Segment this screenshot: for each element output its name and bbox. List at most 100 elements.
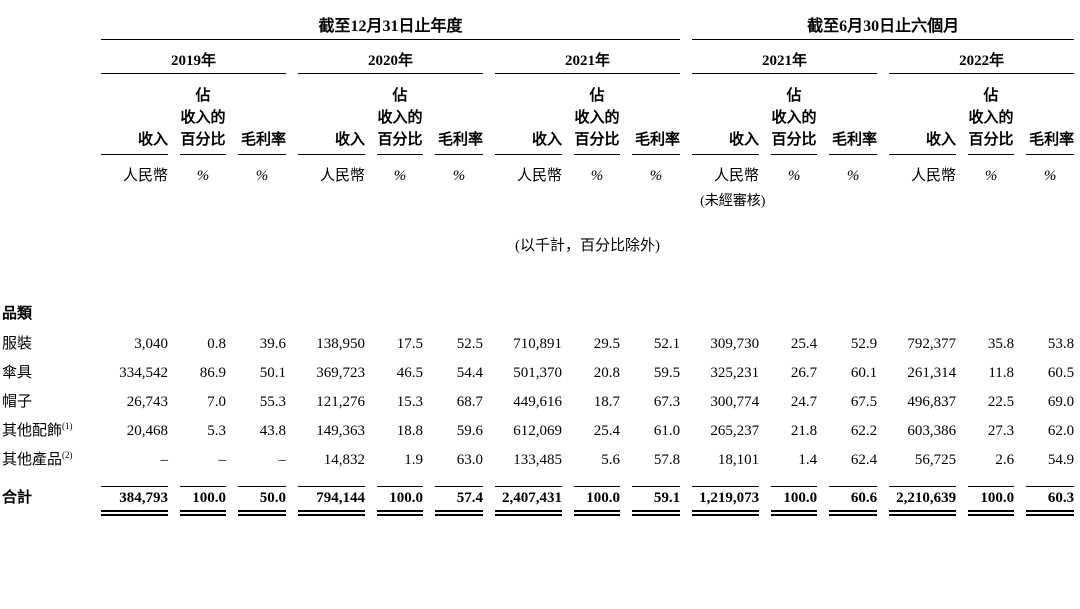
value-cell: 62.0 <box>1047 423 1075 439</box>
value-cell: 54.4 <box>456 365 483 381</box>
value-cell: 43.8 <box>259 423 286 439</box>
col-header-pct: 佔 收入的 百分比 <box>174 74 232 155</box>
total-cell: 794,144 <box>292 473 371 516</box>
unit-percent: % <box>255 168 269 184</box>
value-cell: 133,485 <box>513 452 562 468</box>
col-header-revenue: 收入 <box>95 74 174 155</box>
value-cell: 69.0 <box>1047 394 1075 410</box>
year-header-2020: 2020年 <box>292 40 489 74</box>
total-cell: 2,210,639 <box>883 473 962 516</box>
year-header-2021: 2021年 <box>489 40 686 74</box>
units-note-row: (以千計，百分比除外) <box>0 210 1080 255</box>
total-cell: 100.0 <box>568 473 626 516</box>
table-row-umbrellas: 傘具 334,542 86.9 50.1 369,723 46.5 54.4 5… <box>0 357 1080 386</box>
total-cell: 384,793 <box>95 473 174 516</box>
col-header-pct: 佔 收入的 百分比 <box>765 74 823 155</box>
value-cell: 17.5 <box>396 336 423 352</box>
value-cell: 62.4 <box>850 452 878 468</box>
row-label: 帽子 <box>2 394 33 410</box>
units-row: 人民幣 % % 人民幣 % % 人民幣 % % 人民幣 % % 人民幣 % % <box>0 155 1080 187</box>
value-cell: 26.7 <box>790 365 818 381</box>
value-cell: 57.8 <box>653 452 681 468</box>
value-cell: 60.1 <box>850 365 878 381</box>
value-cell: – <box>160 452 169 468</box>
value-cell: 18.7 <box>593 394 620 410</box>
value-cell: 449,616 <box>513 394 562 410</box>
unit-percent: % <box>590 168 604 184</box>
financial-table: 截至12月31日止年度 截至6月30日止六個月 2019年 2020年 2021… <box>0 0 1080 516</box>
value-cell: 3,040 <box>134 336 168 352</box>
value-cell: 2.6 <box>995 452 1015 468</box>
value-cell: 7.0 <box>207 394 226 410</box>
corner-cell <box>0 0 95 40</box>
unit-percent: % <box>846 168 860 184</box>
value-cell: 792,377 <box>907 336 957 352</box>
value-cell: 55.3 <box>259 394 286 410</box>
col-header-margin: 毛利率 <box>232 74 292 155</box>
unaudited-note: (未經審核) <box>700 194 766 209</box>
value-cell: 261,314 <box>907 365 957 381</box>
unit-rmb: 人民幣 <box>516 168 562 184</box>
unit-percent: % <box>649 168 663 184</box>
value-cell: 59.5 <box>653 365 681 381</box>
value-cell: 11.8 <box>988 365 1015 381</box>
value-cell: 60.5 <box>1047 365 1075 381</box>
col-header-margin: 毛利率 <box>626 74 686 155</box>
footnote-marker: (1) <box>62 421 73 431</box>
value-cell: 0.8 <box>207 336 226 352</box>
value-cell: 138,950 <box>316 336 365 352</box>
total-cell: 57.4 <box>429 473 489 516</box>
total-cell: 2,407,431 <box>489 473 568 516</box>
value-cell: 18,101 <box>717 452 760 468</box>
value-cell: 54.9 <box>1047 452 1075 468</box>
footnote-marker: (2) <box>62 450 73 460</box>
total-row: 合計 384,793 100.0 50.0 794,144 100.0 57.4… <box>0 473 1080 516</box>
total-label: 合計 <box>2 490 33 506</box>
unaudited-row: (未經審核) <box>0 187 1080 210</box>
unit-percent: % <box>1043 168 1057 184</box>
value-cell: 496,837 <box>907 394 957 410</box>
unit-rmb: 人民幣 <box>911 168 957 184</box>
col-header-margin: 毛利率 <box>1020 74 1080 155</box>
year-header-row: 2019年 2020年 2021年 2021年 2022年 <box>0 40 1080 74</box>
value-cell: 52.1 <box>653 336 681 352</box>
table-row-other-products: 其他產品(2) – – – 14,832 1.9 63.0 133,485 5.… <box>0 444 1080 473</box>
table-row-apparel: 服裝 3,040 0.8 39.6 138,950 17.5 52.5 710,… <box>0 328 1080 357</box>
value-cell: 603,386 <box>907 423 957 439</box>
value-cell: 46.5 <box>396 365 423 381</box>
value-cell: 612,069 <box>513 423 562 439</box>
row-label: 其他產品(2) <box>2 450 73 469</box>
total-cell: 60.3 <box>1020 473 1080 516</box>
value-cell: 1.9 <box>404 452 423 468</box>
col-header-revenue: 收入 <box>686 74 765 155</box>
unit-rmb: 人民幣 <box>122 168 168 184</box>
value-cell: 24.7 <box>790 394 818 410</box>
row-label: 傘具 <box>2 365 33 381</box>
col-header-margin: 毛利率 <box>429 74 489 155</box>
value-cell: 22.5 <box>987 394 1015 410</box>
section-header-row: 品類 <box>0 255 1080 328</box>
spacer-cell <box>0 74 95 155</box>
section-label: 品類 <box>2 306 33 322</box>
total-cell: 60.6 <box>823 473 883 516</box>
value-cell: 369,723 <box>316 365 365 381</box>
spacer-cell <box>95 255 1080 328</box>
year-header-2019: 2019年 <box>95 40 292 74</box>
total-cell: 1,219,073 <box>686 473 765 516</box>
annual-period-header: 截至12月31日止年度 <box>95 0 686 40</box>
value-cell: 35.8 <box>987 336 1015 352</box>
total-cell: 50.0 <box>232 473 292 516</box>
period-header-row: 截至12月31日止年度 截至6月30日止六個月 <box>0 0 1080 40</box>
value-cell: 710,891 <box>513 336 562 352</box>
col-header-margin: 毛利率 <box>823 74 883 155</box>
year-header-2021-interim: 2021年 <box>686 40 883 74</box>
unit-rmb: 人民幣 <box>714 168 760 184</box>
value-cell: 63.0 <box>456 452 483 468</box>
spacer-cell <box>0 40 95 74</box>
value-cell: 20,468 <box>126 423 168 439</box>
table-row-hats: 帽子 26,743 7.0 55.3 121,276 15.3 68.7 449… <box>0 386 1080 415</box>
value-cell: 56,725 <box>914 452 957 468</box>
value-cell: 1.4 <box>798 452 818 468</box>
value-cell: 309,730 <box>710 336 760 352</box>
value-cell: 501,370 <box>513 365 562 381</box>
